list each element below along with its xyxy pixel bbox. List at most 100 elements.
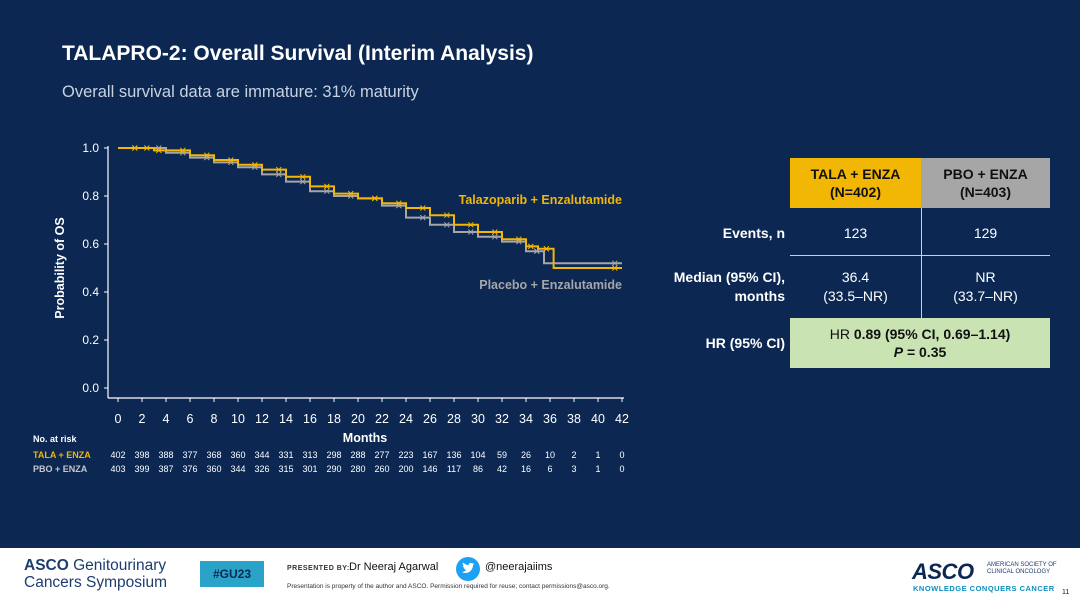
median-label-line2: months bbox=[734, 288, 785, 304]
censor-mark bbox=[179, 147, 186, 154]
twitter-icon bbox=[456, 557, 480, 581]
slide-subtitle: Overall survival data are immature: 31% … bbox=[62, 83, 419, 101]
censor-mark bbox=[611, 260, 618, 267]
censor-mark bbox=[347, 190, 354, 197]
asco-full-line2: CLINICAL ONCOLOGY bbox=[987, 569, 1051, 575]
footer: ASCO Genitourinary Cancers Symposium #GU… bbox=[0, 548, 1080, 604]
risk-value: 326 bbox=[254, 464, 269, 474]
censor-mark bbox=[203, 152, 210, 159]
risk-value: 344 bbox=[230, 464, 245, 474]
hr-prefix: HR bbox=[829, 326, 854, 342]
hr-p-value: = 0.35 bbox=[903, 344, 947, 360]
censor-mark bbox=[275, 166, 282, 173]
censor-mark bbox=[419, 214, 426, 221]
km-chart: 0.00.20.40.60.81.00 2 4 6 8 10 12 14 16 18 20 22 24 2… bbox=[33, 141, 629, 474]
risk-value: 360 bbox=[206, 464, 221, 474]
risk-value: 280 bbox=[350, 464, 365, 474]
risk-value: 387 bbox=[158, 464, 173, 474]
hashtag-badge: #GU23 bbox=[200, 561, 264, 587]
censor-mark bbox=[323, 188, 330, 195]
censor-mark bbox=[467, 221, 474, 228]
median-pbo-line1: NR bbox=[975, 269, 996, 285]
x-tick-label: 20 bbox=[351, 412, 365, 426]
risk-value: 1 bbox=[595, 450, 600, 460]
slide-title: TALAPRO-2: Overall Survival (Interim Ana… bbox=[62, 42, 534, 65]
risk-row-label: PBO + ENZA bbox=[33, 464, 88, 474]
risk-value: 402 bbox=[110, 450, 125, 460]
header-tala-line1: TALA + ENZA bbox=[810, 166, 901, 182]
median-label-line1: Median (95% CI), bbox=[673, 269, 785, 285]
risk-value: 331 bbox=[278, 450, 293, 460]
km-curve-tala bbox=[118, 147, 622, 269]
risk-value: 313 bbox=[302, 450, 317, 460]
risk-value: 315 bbox=[278, 464, 293, 474]
risk-value: 2 bbox=[571, 450, 576, 460]
hr-p-label: P bbox=[893, 344, 904, 360]
risk-value: 200 bbox=[398, 464, 413, 474]
censor-mark bbox=[515, 236, 522, 243]
risk-value: 344 bbox=[254, 450, 269, 460]
x-tick-label: 6 bbox=[187, 412, 194, 426]
x-tick-label: 18 bbox=[327, 412, 341, 426]
censor-mark bbox=[275, 171, 282, 178]
asco-full-line1: AMERICAN SOCIETY OF bbox=[987, 562, 1057, 568]
twitter-handle: @neerajaiims bbox=[485, 561, 553, 573]
median-tala: 36.4 (33.5–NR) bbox=[790, 268, 921, 306]
y-tick-label: 0.2 bbox=[82, 333, 99, 347]
series-label-pbo: Placebo + Enzalutamide bbox=[479, 278, 622, 292]
hr-line1: HR 0.89 (95% CI, 0.69–1.14) bbox=[790, 325, 1050, 343]
risk-value: 6 bbox=[547, 464, 552, 474]
x-tick-label: 36 bbox=[543, 412, 557, 426]
x-tick-label: 28 bbox=[447, 412, 461, 426]
x-tick-label: 24 bbox=[399, 412, 413, 426]
y-tick-label: 0.0 bbox=[82, 381, 99, 395]
x-tick-label: 22 bbox=[375, 412, 389, 426]
y-axis-label: Probability of OS bbox=[53, 217, 67, 318]
risk-value: 377 bbox=[182, 450, 197, 460]
censor-mark bbox=[491, 233, 498, 240]
censor-mark bbox=[323, 183, 330, 190]
risk-value: 0 bbox=[619, 450, 624, 460]
risk-value: 26 bbox=[521, 450, 531, 460]
risk-value: 368 bbox=[206, 450, 221, 460]
censor-mark bbox=[155, 147, 162, 154]
risk-value: 0 bbox=[619, 464, 624, 474]
presenter-name: Dr Neeraj Agarwal bbox=[349, 561, 439, 573]
risk-value: 1 bbox=[595, 464, 600, 474]
censor-mark bbox=[419, 205, 426, 211]
header-pbo-line2: (N=403) bbox=[960, 184, 1011, 200]
median-pbo-line2: (33.7–NR) bbox=[953, 288, 1018, 304]
censor-mark bbox=[299, 173, 306, 180]
x-tick-label: 38 bbox=[567, 412, 581, 426]
risk-value: 136 bbox=[446, 450, 461, 460]
median-label: Median (95% CI), months bbox=[645, 268, 785, 306]
risk-value: 3 bbox=[571, 464, 576, 474]
risk-value: 104 bbox=[470, 450, 485, 460]
censor-mark bbox=[491, 229, 498, 235]
events-pbo: 129 bbox=[973, 225, 998, 241]
censor-mark bbox=[143, 145, 150, 151]
y-tick-label: 0.8 bbox=[82, 189, 99, 203]
asco-gu-suffix: Genitourinary bbox=[68, 557, 167, 574]
asco-gu-symposium: Cancers Symposium bbox=[24, 574, 167, 591]
header-pbo-line1: PBO + ENZA bbox=[943, 166, 1028, 182]
risk-value: 288 bbox=[350, 450, 365, 460]
risk-value: 59 bbox=[497, 450, 507, 460]
censor-mark bbox=[227, 157, 234, 163]
risk-value: 42 bbox=[497, 464, 507, 474]
x-tick-label: 26 bbox=[423, 412, 437, 426]
asco-logo: ASCO bbox=[912, 559, 974, 584]
risk-value: 360 bbox=[230, 450, 245, 460]
risk-value: 167 bbox=[422, 450, 437, 460]
risk-value: 86 bbox=[473, 464, 483, 474]
x-tick-label: 10 bbox=[231, 412, 245, 426]
censor-mark bbox=[543, 245, 550, 252]
presented-by-label: PRESENTED BY: bbox=[287, 565, 350, 572]
hr-value: 0.89 (95% CI, 0.69–1.14) bbox=[853, 326, 1011, 342]
x-tick-label: 32 bbox=[495, 412, 509, 426]
table-divider-1 bbox=[790, 255, 1050, 256]
asco-gu-prefix: ASCO bbox=[24, 557, 69, 574]
y-tick-label: 0.6 bbox=[82, 237, 99, 251]
asco-gu-logo: ASCO Genitourinary Cancers Symposium bbox=[24, 557, 167, 591]
header-tala-line2: (N=402) bbox=[830, 184, 881, 200]
